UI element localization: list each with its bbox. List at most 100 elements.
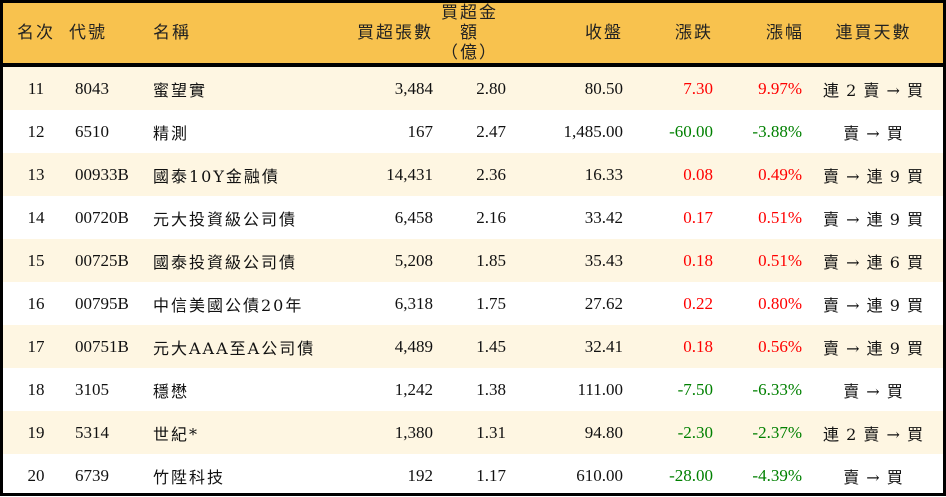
rank-cell: 17 (27, 336, 45, 356)
code-cell: 6739 (75, 465, 109, 485)
name-cell: 穩懋 (153, 381, 190, 401)
close-cell: 16.33 (584, 164, 623, 184)
shares-cell: 6,458 (394, 207, 433, 227)
header-amount: 買超金額 （億） (441, 3, 498, 63)
close-cell: 33.42 (584, 207, 623, 227)
shares-cell: 1,380 (394, 422, 433, 442)
change-cell: 0.17 (683, 207, 713, 227)
code-cell: 6510 (75, 121, 109, 141)
amount-cell: 2.80 (476, 78, 506, 98)
days-cell: 賣 → 連 9 買 (823, 209, 924, 229)
table-row[interactable]: 14 00720B 元大投資級公司債 6,458 2.16 33.42 0.17 0.51% 賣… (3, 196, 943, 239)
amount-cell: 1.31 (476, 422, 506, 442)
pct-cell: 0.80% (758, 293, 802, 313)
table-header: 名次 代號 名稱 買超張數 買超金額 （億） 收盤 漲跌 漲幅 連買天數 (3, 3, 943, 65)
amount-cell: 1.17 (476, 465, 506, 485)
name-cell: 世紀* (153, 424, 200, 444)
header-shares: 買超張數 (357, 23, 433, 43)
rank-cell: 19 (27, 422, 45, 442)
code-cell: 00751B (75, 336, 129, 356)
table-row[interactable]: 12 6510 精測 167 2.47 1,485.00 -60.00 -3.88% 賣 → 買 (3, 110, 943, 153)
code-cell: 00725B (75, 250, 129, 270)
close-cell: 111.00 (577, 379, 624, 399)
rank-cell: 15 (27, 250, 45, 270)
name-cell: 國泰10Y金融債 (153, 166, 280, 186)
shares-cell: 5,208 (394, 250, 433, 270)
pct-cell: 0.51% (758, 250, 802, 270)
table-row[interactable]: 17 00751B 元大AAA至A公司債 4,489 1.45 32.41 0.18 0.56… (3, 325, 943, 368)
pct-cell: 0.49% (758, 164, 802, 184)
close-cell: 35.43 (584, 250, 623, 270)
rank-cell: 11 (27, 78, 45, 98)
shares-cell: 4,489 (394, 336, 433, 356)
name-cell: 元大投資級公司債 (153, 209, 298, 229)
table-row[interactable]: 11 8043 蜜望實 3,484 2.80 80.50 7.30 9.97% 連 2 賣 → … (3, 65, 943, 110)
name-cell: 中信美國公債20年 (153, 295, 304, 315)
change-cell: 0.08 (683, 164, 713, 184)
change-cell: -28.00 (669, 465, 713, 485)
days-cell: 連 2 賣 → 買 (823, 424, 924, 444)
days-cell: 賣 → 買 (843, 467, 904, 487)
name-cell: 元大AAA至A公司債 (153, 338, 316, 358)
shares-cell: 6,318 (394, 293, 433, 313)
table-row[interactable]: 15 00725B 國泰投資級公司債 5,208 1.85 35.43 0.18 0.51% 賣… (3, 239, 943, 282)
change-cell: 7.30 (683, 78, 713, 98)
shares-cell: 192 (407, 465, 434, 485)
rank-cell: 16 (27, 293, 45, 313)
header-code: 代號 (69, 23, 107, 43)
amount-cell: 1.75 (476, 293, 506, 313)
code-cell: 00795B (75, 293, 129, 313)
table-row[interactable]: 18 3105 穩懋 1,242 1.38 111.00 -7.50 -6.33% 賣 → 買 (3, 368, 943, 411)
header-close: 收盤 (585, 23, 623, 43)
amount-cell: 1.45 (476, 336, 506, 356)
header-days: 連買天數 (835, 23, 912, 43)
change-cell: -60.00 (669, 121, 713, 141)
pct-cell: 9.97% (758, 78, 802, 98)
table-row[interactable]: 19 5314 世紀* 1,380 1.31 94.80 -2.30 -2.37% 連 2 賣 … (3, 411, 943, 454)
amount-cell: 2.16 (476, 207, 506, 227)
days-cell: 賣 → 連 9 買 (823, 166, 924, 186)
name-cell: 國泰投資級公司債 (153, 252, 298, 272)
header-pct: 漲幅 (766, 23, 804, 43)
amount-cell: 1.85 (476, 250, 506, 270)
close-cell: 94.80 (584, 422, 623, 442)
header-rank: 名次 (17, 23, 55, 43)
days-cell: 賣 → 連 9 買 (823, 338, 924, 358)
amount-cell: 2.36 (476, 164, 506, 184)
close-cell: 27.62 (584, 293, 623, 313)
code-cell: 3105 (75, 379, 109, 399)
name-cell: 蜜望實 (153, 80, 208, 100)
name-cell: 竹陞科技 (153, 467, 226, 487)
pct-cell: 0.56% (758, 336, 802, 356)
rank-cell: 12 (27, 121, 45, 141)
code-cell: 00720B (75, 207, 129, 227)
days-cell: 連 2 賣 → 買 (823, 80, 924, 100)
days-cell: 賣 → 買 (843, 381, 904, 401)
name-cell: 精測 (153, 123, 190, 143)
code-cell: 00933B (75, 164, 129, 184)
header-change: 漲跌 (675, 23, 713, 43)
shares-cell: 1,242 (394, 379, 433, 399)
change-cell: -2.30 (677, 422, 713, 442)
days-cell: 賣 → 連 9 買 (823, 295, 924, 315)
rank-cell: 20 (27, 465, 45, 485)
rank-cell: 14 (27, 207, 45, 227)
header-name: 名稱 (153, 23, 191, 43)
close-cell: 32.41 (584, 336, 623, 356)
amount-cell: 1.38 (476, 379, 506, 399)
close-cell: 610.00 (576, 465, 623, 485)
change-cell: 0.18 (683, 250, 713, 270)
pct-cell: -6.33% (752, 379, 802, 399)
shares-cell: 3,484 (394, 78, 433, 98)
code-cell: 8043 (75, 78, 109, 98)
pct-cell: 0.51% (758, 207, 802, 227)
days-cell: 賣 → 買 (843, 123, 904, 143)
table-row[interactable]: 20 6739 竹陞科技 192 1.17 610.00 -28.00 -4.39% 賣 → 買 (3, 454, 943, 497)
pct-cell: -2.37% (752, 422, 802, 442)
table-row[interactable]: 16 00795B 中信美國公債20年 6,318 1.75 27.62 0.22 0.80%… (3, 282, 943, 325)
table-row[interactable]: 13 00933B 國泰10Y金融債 14,431 2.36 16.33 0.08 0.49%… (3, 153, 943, 196)
close-cell: 80.50 (584, 78, 623, 98)
change-cell: -7.50 (677, 379, 713, 399)
change-cell: 0.22 (683, 293, 713, 313)
